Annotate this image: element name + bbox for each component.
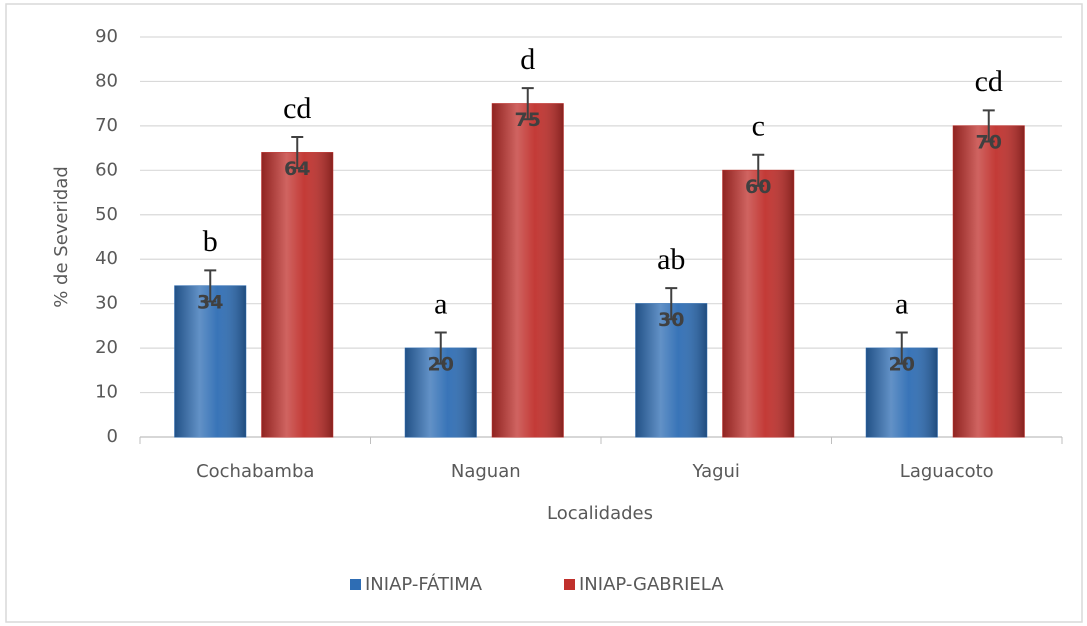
bar-shading [953,125,1025,437]
significance-letter: cd [283,92,311,125]
y-tick-label: 0 [107,426,118,447]
legend-swatch [350,579,361,590]
significance-letter: b [203,225,218,258]
data-label: 20 [889,354,915,376]
y-tick-label: 70 [95,115,118,136]
significance-letter: cd [975,65,1003,98]
chart-border [5,3,1083,623]
error-bar [291,136,304,170]
data-label: 20 [428,354,454,376]
y-tick-label: 30 [95,293,118,314]
y-tick-label: 50 [95,204,118,225]
y-axis-label: % de Severidad [51,166,72,308]
bar-shading [722,170,794,438]
y-tick-label: 20 [95,337,118,358]
error-bar [521,87,534,121]
significance-letter: ab [657,243,685,276]
data-label: 30 [658,309,684,331]
y-tick-label: 90 [95,26,118,47]
error-bar [204,269,217,303]
error-bar [665,287,678,321]
bar-shading [174,285,246,437]
error-bar [434,331,447,365]
x-tick-label: Naguan [451,461,521,482]
bar-shading [492,103,564,438]
error-bar [982,109,995,143]
data-label: 64 [284,158,310,180]
bar-shading [635,303,707,437]
legend-label: INIAP-GABRIELA [579,574,724,595]
data-label: 70 [976,131,1002,153]
significance-letter: a [434,287,447,320]
error-bar [895,331,908,365]
data-label: 60 [745,176,771,198]
data-label: 34 [197,291,223,313]
data-label: 75 [515,109,541,131]
bar-shading [261,152,333,438]
y-tick-label: 10 [95,382,118,403]
x-axis-label: Localidades [547,503,653,524]
legend-swatch [564,579,575,590]
y-tick-label: 80 [95,70,118,91]
x-tick-label: Yagui [692,461,740,482]
y-tick-label: 40 [95,248,118,269]
x-tick-label: Laguacoto [900,461,994,482]
x-tick-label: Cochabamba [196,461,314,482]
significance-letter: c [752,110,765,143]
legend-label: INIAP-FÁTIMA [365,573,483,595]
error-bar [752,153,765,187]
significance-letter: d [520,43,535,76]
y-tick-label: 60 [95,159,118,180]
significance-letter: a [895,287,908,320]
